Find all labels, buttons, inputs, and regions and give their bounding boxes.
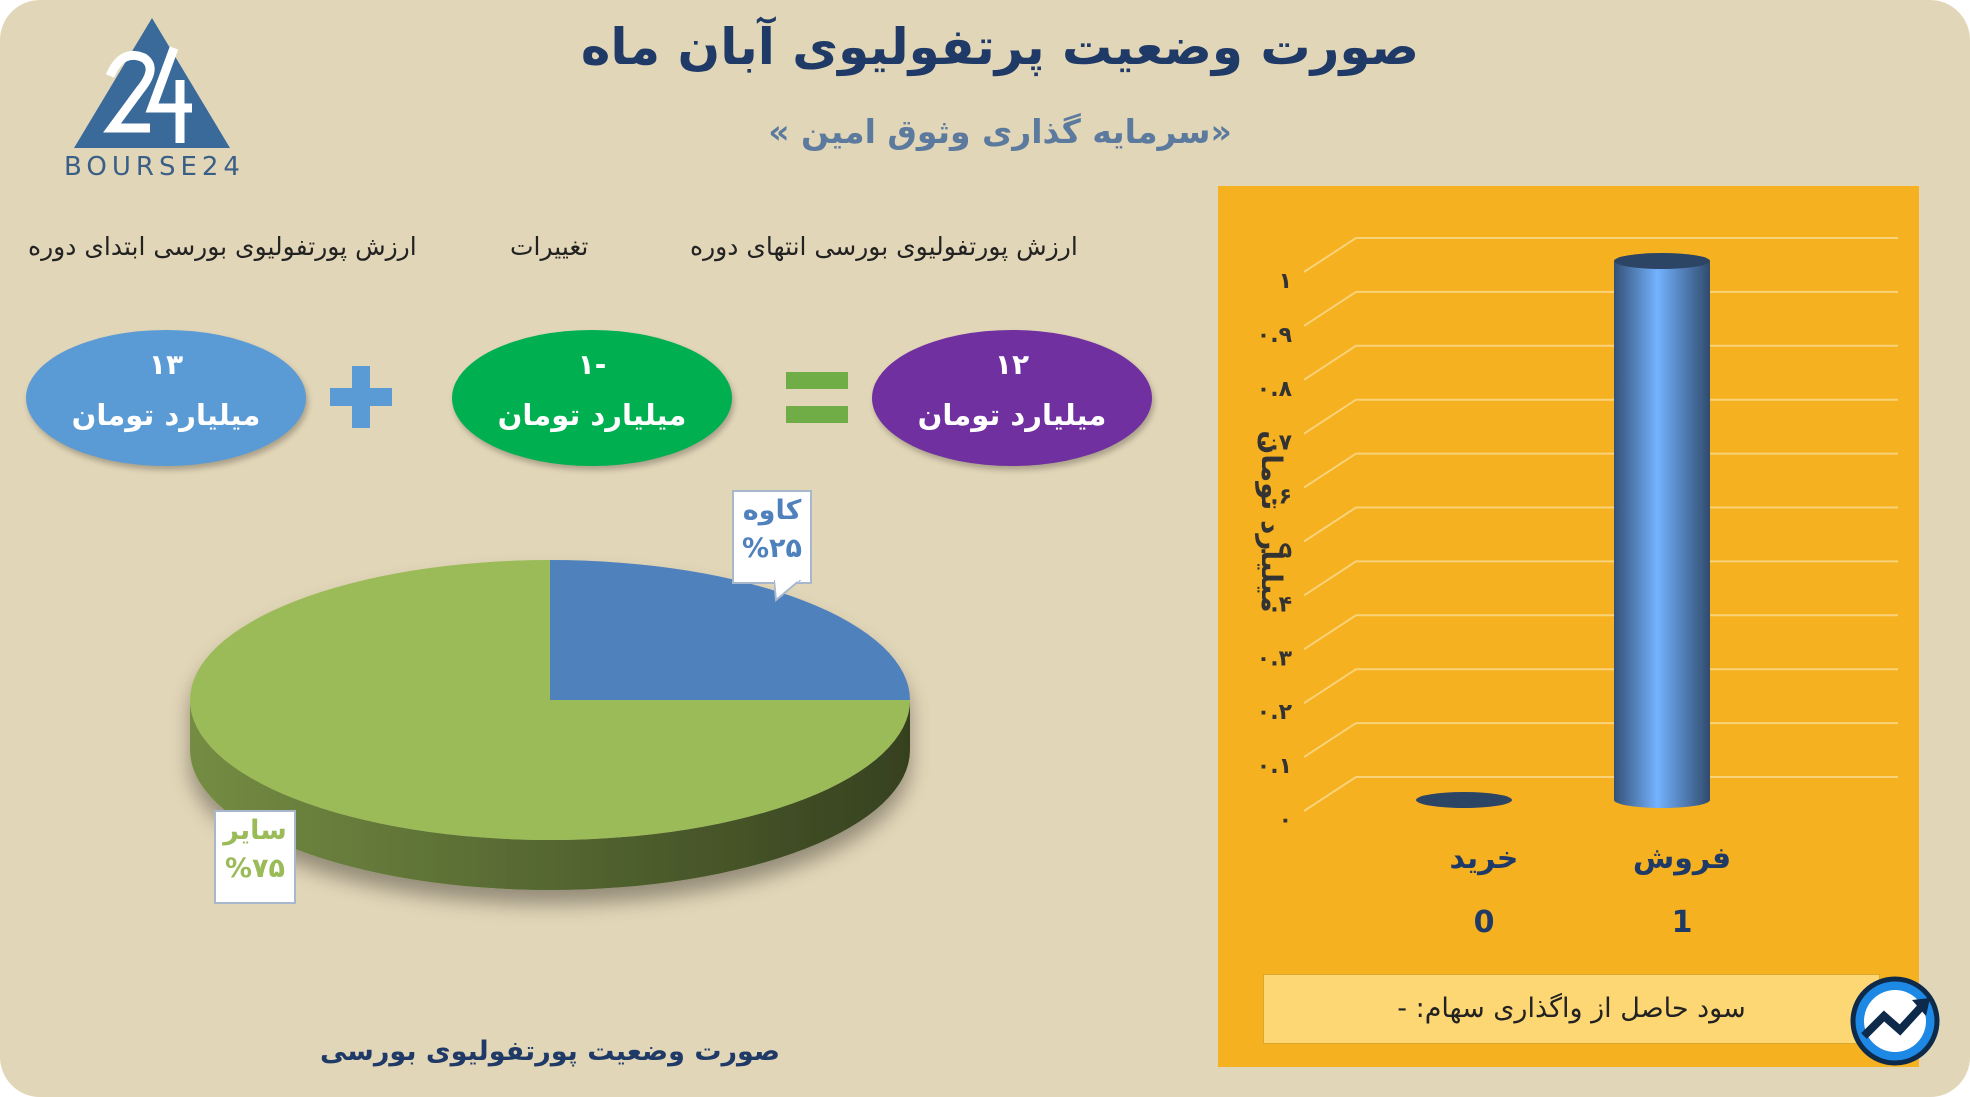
category-label: خرید — [1450, 841, 1519, 876]
bar-gridline — [1303, 776, 1898, 812]
pie-slice-0 — [550, 560, 910, 700]
bar-gridline — [1303, 398, 1898, 435]
pie-slice-1 — [190, 560, 910, 840]
trade-bar-chart: ۰ ۰.۱ ۰.۲ ۰.۳ ۰.۴ ۰.۵ ۰.۶ ۰.۷ ۰.۸ ۰.۹ ۱ میلیارد توم… — [1255, 237, 1898, 940]
other-percent: %۷۵ — [224, 853, 285, 884]
trend-badge-icon — [1850, 976, 1940, 1066]
bar-gridline — [1303, 237, 1898, 273]
bar-gridline — [1303, 506, 1898, 543]
bar-gridline — [1303, 614, 1898, 651]
y-tick-label: ۰.۴ — [1257, 592, 1292, 617]
y-tick-label: ۰.۶ — [1257, 485, 1292, 510]
bar-gridline — [1303, 290, 1898, 327]
y-tick-label: ۱ — [1279, 269, 1292, 294]
y-tick-label: ۰.۷ — [1257, 431, 1293, 456]
y-axis-label: میلیارد تومان — [1255, 430, 1288, 612]
y-tick-label: ۰.۳ — [1257, 646, 1293, 671]
equals-icon — [786, 372, 848, 423]
y-tick-label: ۰.۸ — [1257, 377, 1293, 402]
profit-note: سود حاصل از واگذاری سهام: - — [1263, 974, 1880, 1044]
y-tick-label: ۰ — [1279, 808, 1292, 833]
y-tick-label: ۰.۱ — [1257, 754, 1292, 779]
bar-gridline — [1303, 668, 1898, 705]
bar-gridline — [1303, 560, 1898, 597]
end-value-ellipse: ۱۲ میلیارد تومان — [872, 330, 1152, 466]
change-unit: میلیارد تومان — [497, 398, 687, 432]
change-label: تغییرات — [510, 232, 589, 261]
y-tick-label: ۰.۲ — [1257, 700, 1293, 725]
value-label: 1 — [1672, 905, 1693, 940]
bar-gridline — [1303, 722, 1898, 758]
end-unit: میلیارد تومان — [917, 398, 1107, 432]
pie-chart-title: صورت وضعیت پورتفولیوی بورسی — [319, 1036, 781, 1067]
bar-chart-panel — [1218, 186, 1919, 1067]
plus-icon — [330, 366, 392, 428]
change-value: -۱ — [577, 348, 607, 381]
end-value: ۱۲ — [994, 348, 1030, 381]
y-tick-label: ۰.۵ — [1257, 539, 1292, 564]
start-value: ۱۳ — [148, 348, 184, 381]
start-value-ellipse: ۱۳ میلیارد تومان — [26, 330, 306, 466]
bar-cap-1 — [1614, 253, 1710, 269]
portfolio-pie-chart — [190, 560, 910, 890]
logo-text: BOURSE24 — [64, 152, 245, 182]
kaveh-callout-pointer — [774, 580, 802, 602]
start-unit: میلیارد تومان — [71, 398, 261, 432]
end-value-label: ارزش پورتفولیوی بورسی انتهای دوره — [690, 232, 1078, 261]
kaveh-percent: %۲۵ — [741, 533, 802, 564]
change-ellipse: -۱ میلیارد تومان — [452, 330, 732, 466]
bar-1 — [1614, 261, 1710, 808]
other-callout: سایر %۷۵ — [214, 810, 296, 904]
category-label: فروش — [1633, 841, 1731, 876]
page-title: صورت وضعیت پرتفولیوی آبان ماه — [580, 18, 1420, 76]
kaveh-callout: کاوه %۲۵ — [732, 490, 812, 584]
kaveh-label: کاوه — [742, 495, 802, 526]
bourse24-logo-icon — [74, 18, 230, 148]
bar-gridline — [1303, 452, 1898, 489]
y-tick-label: ۰.۹ — [1257, 323, 1292, 348]
page-subtitle: «سرمایه گذاری وثوق امین » — [768, 112, 1232, 151]
bar-gridline — [1303, 344, 1898, 381]
start-value-label: ارزش پورتفولیوی بورسی ابتدای دوره — [28, 232, 417, 261]
value-label: 0 — [1474, 905, 1495, 940]
pie-side-wall — [190, 700, 910, 890]
bar-cap-0 — [1416, 792, 1512, 808]
other-label: سایر — [223, 815, 287, 846]
